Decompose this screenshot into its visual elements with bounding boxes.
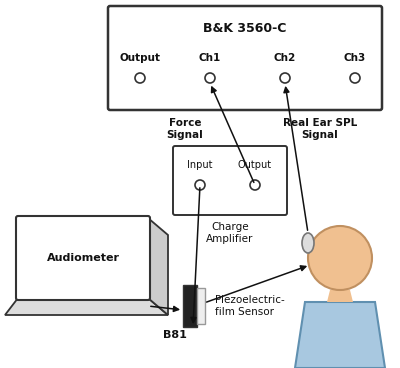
Text: Real Ear SPL
Signal: Real Ear SPL Signal: [283, 118, 357, 139]
Text: B81: B81: [163, 330, 187, 340]
Text: Input: Input: [187, 160, 213, 170]
Polygon shape: [5, 298, 168, 315]
Text: Audiometer: Audiometer: [46, 253, 120, 263]
Circle shape: [250, 180, 260, 190]
Circle shape: [280, 73, 290, 83]
FancyBboxPatch shape: [173, 146, 287, 215]
Circle shape: [135, 73, 145, 83]
FancyBboxPatch shape: [108, 6, 382, 110]
Ellipse shape: [302, 233, 314, 253]
Text: Ch1: Ch1: [199, 53, 221, 63]
Text: Ch3: Ch3: [344, 53, 366, 63]
Text: Charge
Amplifier: Charge Amplifier: [206, 222, 254, 244]
Text: Ch2: Ch2: [274, 53, 296, 63]
Circle shape: [205, 73, 215, 83]
Text: Output: Output: [120, 53, 160, 63]
Circle shape: [195, 180, 205, 190]
Text: Force
Signal: Force Signal: [167, 118, 203, 139]
Circle shape: [308, 226, 372, 290]
Polygon shape: [327, 290, 353, 302]
Bar: [183, 285, 197, 327]
Bar: [197, 288, 205, 324]
Text: B&K 3560-C: B&K 3560-C: [203, 22, 287, 35]
Text: Piezoelectric-
film Sensor: Piezoelectric- film Sensor: [215, 295, 285, 316]
Text: Output: Output: [238, 160, 272, 170]
Circle shape: [350, 73, 360, 83]
Polygon shape: [295, 302, 385, 368]
FancyBboxPatch shape: [16, 216, 150, 300]
Polygon shape: [148, 218, 168, 315]
